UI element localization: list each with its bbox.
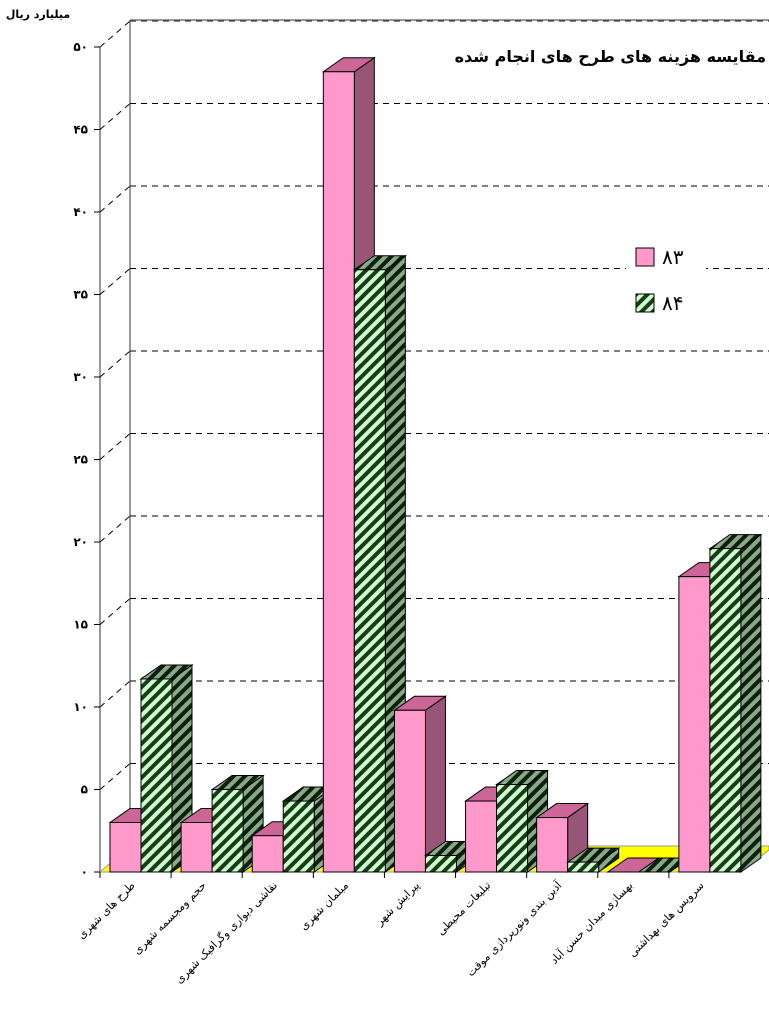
bar (496, 784, 529, 873)
x-tick-label: طرح های شهری (75, 879, 138, 942)
legend-label: ۸۳ (662, 245, 684, 269)
grid-line (99, 268, 131, 295)
legend-swatch (635, 293, 655, 313)
y-tick-label: ۵۰ (73, 40, 88, 54)
legend-swatch (635, 247, 655, 267)
grid-line (99, 515, 131, 543)
y-tick-label: ۳۵ (73, 288, 88, 302)
bar (322, 71, 355, 873)
bar (353, 269, 386, 873)
grid-line (99, 20, 131, 48)
bar-side (740, 533, 762, 873)
bar (536, 817, 569, 873)
x-tick-label: سرویس های بهداشتی (626, 879, 707, 960)
bar (465, 800, 498, 873)
bar (211, 789, 244, 873)
bar (282, 800, 315, 873)
grid-line (99, 350, 131, 378)
bar (393, 709, 426, 873)
grid-line (99, 680, 131, 708)
x-tick-label: مبلمان شهری (297, 879, 351, 933)
grid-line (99, 763, 131, 790)
grid-line (99, 103, 131, 130)
x-tick-label: حجم ومجسمه شهری (131, 879, 209, 957)
bar (251, 835, 284, 873)
y-tick-label: ۱۵ (73, 618, 88, 632)
grid-line (99, 433, 131, 460)
bar (180, 822, 213, 873)
bar (424, 855, 457, 873)
y-tick-label: ۱۰ (73, 700, 88, 714)
x-tick-label: تبلیغات محیطی (434, 879, 493, 938)
y-tick-label: ۵ (81, 783, 88, 797)
bar (678, 576, 711, 873)
y-tick-label: ۲۰ (73, 535, 88, 549)
y-tick-label: ۴۰ (73, 205, 88, 219)
legend-label: ۸۴ (662, 291, 683, 315)
y-tick-label: ۳۰ (73, 370, 88, 384)
x-tick-label: پیرایش شهر (372, 879, 422, 929)
chart-title: مقایسه هزینه های طرح های انجام شده (455, 47, 766, 66)
y-tick-label: ۰ (81, 865, 88, 879)
grid-line (99, 598, 131, 625)
y-tick-label: ۴۵ (73, 123, 88, 137)
bar (709, 548, 742, 873)
grid-line (99, 185, 131, 213)
bar (109, 822, 142, 873)
y-axis-label: میلیارد ریال (6, 8, 70, 21)
bar (567, 861, 600, 873)
bar (140, 678, 173, 873)
legend: ۸۳ ۸۴ (626, 236, 706, 318)
y-tick-label: ۲۵ (73, 453, 88, 467)
